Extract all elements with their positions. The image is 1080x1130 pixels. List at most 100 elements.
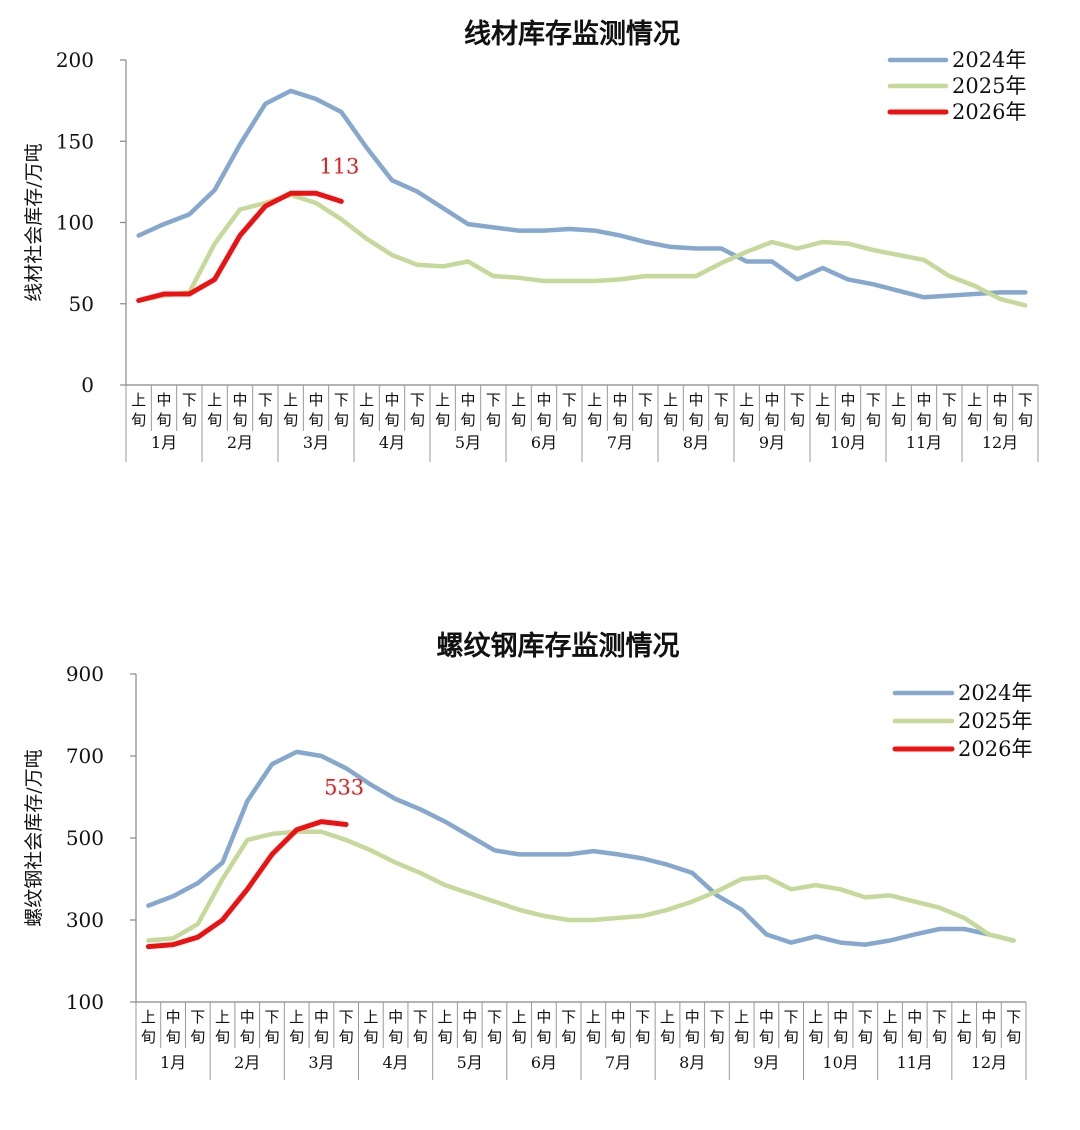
x-month-label: 6月 (531, 1053, 557, 1072)
x-month-label: 1月 (160, 1053, 186, 1072)
x-period-label-bottom: 旬 (942, 411, 957, 429)
x-period-label-bottom: 旬 (289, 1028, 304, 1046)
y-axis-label: 线材社会库存/万吨 (23, 143, 45, 301)
x-period-label-bottom: 旬 (883, 1028, 898, 1046)
x-month-label: 10月 (822, 1053, 858, 1072)
x-period-label-bottom: 旬 (714, 411, 729, 429)
x-month-label: 11月 (906, 433, 942, 452)
x-period-label-top: 下 (1006, 1008, 1021, 1026)
y-tick-label: 0 (81, 373, 94, 397)
x-period-label-bottom: 旬 (410, 411, 425, 429)
wire-rod-chart: 线材库存监测情况 0 50 100 150 200 线材社会库存/万吨上旬中旬下旬上旬中旬… (0, 0, 1080, 480)
x-period-label-top: 中 (688, 391, 703, 409)
x-month-label: 3月 (303, 433, 329, 452)
x-period-label-bottom: 旬 (308, 411, 323, 429)
x-period-label-top: 上 (734, 1008, 749, 1026)
x-month-label: 4月 (382, 1053, 408, 1072)
x-month-label: 8月 (679, 1053, 705, 1072)
x-period-label-top: 上 (207, 391, 222, 409)
x-period-label-top: 上 (359, 391, 374, 409)
x-period-label-bottom: 旬 (363, 1028, 378, 1046)
x-period-label-bottom: 旬 (562, 411, 577, 429)
x-period-label-top: 下 (561, 1008, 576, 1026)
data-annotation: 113 (319, 154, 359, 178)
x-period-label-top: 上 (957, 1008, 972, 1026)
x-month-label: 6月 (531, 433, 557, 452)
x-period-label-bottom: 旬 (833, 1028, 848, 1046)
x-period-label-bottom: 旬 (166, 1028, 181, 1046)
x-period-label-top: 下 (638, 391, 653, 409)
x-period-label-top: 上 (289, 1008, 304, 1026)
y-tick-label: 700 (66, 744, 104, 768)
y-tick-label: 150 (56, 129, 94, 153)
x-period-label-bottom: 旬 (131, 411, 146, 429)
x-period-label-top: 上 (586, 1008, 601, 1026)
x-period-label-bottom: 旬 (916, 411, 931, 429)
x-period-label-top: 下 (866, 391, 881, 409)
x-period-label-bottom: 旬 (190, 1028, 205, 1046)
x-period-label-bottom: 旬 (764, 411, 779, 429)
x-period-label-bottom: 旬 (438, 1028, 453, 1046)
x-period-label-bottom: 旬 (611, 1028, 626, 1046)
x-period-label-bottom: 旬 (462, 1028, 477, 1046)
x-period-label-top: 上 (883, 1008, 898, 1026)
x-period-label-bottom: 旬 (587, 411, 602, 429)
x-period-label-bottom: 旬 (283, 411, 298, 429)
x-period-label-top: 中 (462, 1008, 477, 1026)
x-period-label-bottom: 旬 (314, 1028, 329, 1046)
y-tick-label: 900 (66, 662, 104, 686)
x-month-label: 7月 (605, 1053, 631, 1072)
x-period-label-bottom: 旬 (638, 411, 653, 429)
x-period-label-top: 上 (438, 1008, 453, 1026)
y-tick-label: 500 (66, 826, 104, 850)
x-period-label-bottom: 旬 (240, 1028, 255, 1046)
x-period-label-top: 下 (487, 1008, 502, 1026)
x-period-label-top: 中 (460, 391, 475, 409)
x-period-label-bottom: 旬 (663, 411, 678, 429)
x-period-label-top: 中 (916, 391, 931, 409)
x-period-label-bottom: 旬 (487, 1028, 502, 1046)
x-period-label-bottom: 旬 (992, 411, 1007, 429)
y-tick-label: 50 (69, 292, 94, 316)
legend-label: 2026年 (952, 100, 1026, 124)
data-annotation: 533 (324, 775, 364, 799)
x-period-label-bottom: 旬 (413, 1028, 428, 1046)
x-month-label: 5月 (455, 433, 481, 452)
x-period-label-bottom: 旬 (156, 411, 171, 429)
x-month-label: 5月 (457, 1053, 483, 1072)
x-period-label-bottom: 旬 (264, 1028, 279, 1046)
x-period-label-top: 中 (536, 391, 551, 409)
x-period-label-top: 下 (1018, 391, 1033, 409)
chart-title: 螺纹钢库存监测情况 (437, 631, 680, 662)
x-period-label-top: 下 (190, 1008, 205, 1026)
rebar-chart-svg: 螺纹钢库存监测情况 100300500700900螺纹钢社会库存/万吨上旬中旬下… (23, 631, 1032, 1080)
x-period-label-bottom: 旬 (967, 411, 982, 429)
x-period-label-bottom: 旬 (182, 411, 197, 429)
x-period-label-top: 下 (264, 1008, 279, 1026)
x-period-label-bottom: 旬 (840, 411, 855, 429)
x-period-label-top: 下 (334, 391, 349, 409)
x-period-label-bottom: 旬 (384, 411, 399, 429)
x-month-label: 12月 (971, 1053, 1007, 1072)
x-period-label-top: 上 (815, 391, 830, 409)
x-period-label-top: 上 (141, 1008, 156, 1026)
x-period-label-top: 上 (512, 1008, 527, 1026)
x-period-label-bottom: 旬 (334, 411, 349, 429)
wire-rod-chart-svg: 线材库存监测情况 050100150200线材社会库存/万吨上旬中旬下旬上旬中旬… (23, 19, 1039, 462)
x-period-label-bottom: 旬 (808, 1028, 823, 1046)
x-period-label-top: 中 (764, 391, 779, 409)
x-month-label: 8月 (683, 433, 709, 452)
legend-label: 2025年 (958, 709, 1032, 733)
x-period-label-bottom: 旬 (688, 411, 703, 429)
x-month-label: 2月 (234, 1053, 260, 1072)
x-period-label-top: 中 (685, 1008, 700, 1026)
x-period-label-top: 下 (413, 1008, 428, 1026)
chart-title: 线材库存监测情况 (464, 19, 680, 50)
x-period-label-bottom: 旬 (739, 411, 754, 429)
x-month-label: 12月 (982, 433, 1018, 452)
x-period-label-top: 上 (363, 1008, 378, 1026)
x-period-label-bottom: 旬 (561, 1028, 576, 1046)
x-period-label-top: 下 (709, 1008, 724, 1026)
x-period-label-top: 中 (759, 1008, 774, 1026)
x-period-label-bottom: 旬 (784, 1028, 799, 1046)
